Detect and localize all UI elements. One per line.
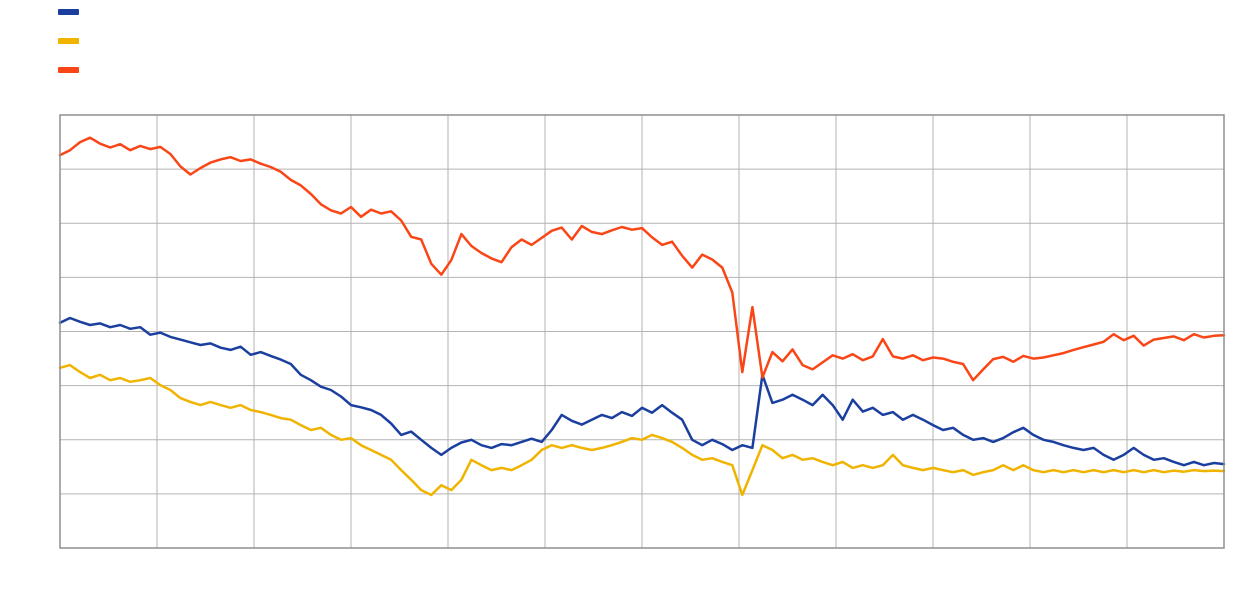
chart-legend [58, 8, 87, 73]
legend-item-gold [58, 37, 87, 44]
legend-swatch-orange [58, 66, 79, 73]
legend-swatch-gold [58, 37, 79, 44]
chart-series [58, 136, 1226, 497]
legend-item-orange [58, 66, 87, 73]
series-line-orange-series [58, 136, 1226, 382]
chart-grid [59, 114, 1225, 549]
series-line-blue-series [58, 316, 1226, 467]
legend-swatch-blue [58, 8, 79, 15]
legend-item-blue [58, 8, 87, 15]
plot-border [59, 114, 1225, 549]
series-line-gold-series [58, 363, 1226, 497]
